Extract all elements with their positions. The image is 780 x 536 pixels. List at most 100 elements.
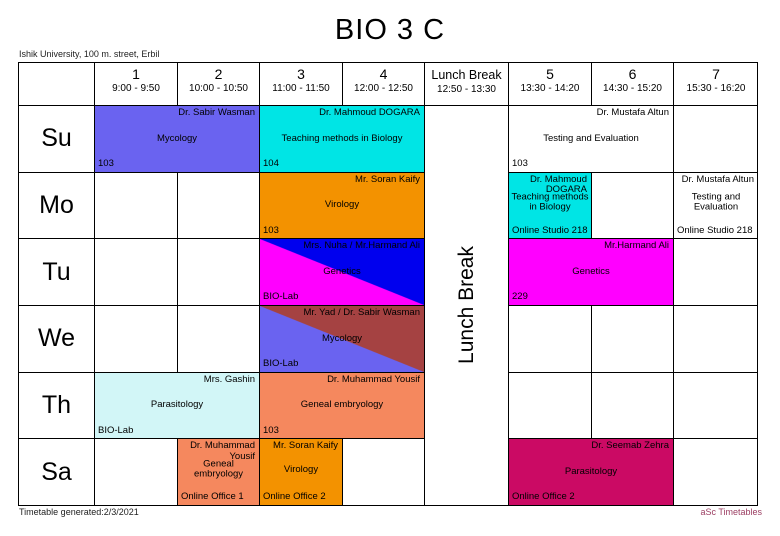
- period-header-6: 6 14:30 - 15:20: [591, 62, 673, 105]
- lesson-subject: Genetics: [323, 265, 361, 277]
- lesson-teacher: Dr. Sabir Wasman: [178, 107, 255, 118]
- empty-cell: [673, 238, 758, 305]
- empty-cell: [177, 171, 259, 239]
- lesson-teacher: Mr. Soran Kaify: [273, 440, 338, 452]
- lesson-mo-virology: Mr. Soran Kaify Virology 103: [259, 171, 424, 239]
- empty-cell: [591, 371, 673, 439]
- lesson-subject: Testing and Evaluation: [691, 191, 741, 213]
- lesson-sa-embryology: Dr. Muhammad Yousif Geneal embryology On…: [177, 438, 259, 505]
- period-time: 15:30 - 16:20: [686, 83, 746, 94]
- period-number: 2: [214, 66, 223, 82]
- lesson-room: 103: [512, 158, 528, 170]
- lunch-break-vertical-label: Lunch Break: [454, 246, 478, 365]
- empty-cell: [673, 105, 758, 172]
- lesson-subject: Parasitology: [564, 465, 618, 477]
- school-address: Ishik University, 100 m. street, Erbil: [19, 49, 160, 59]
- period-time: 12:50 - 13:30: [437, 84, 496, 95]
- lesson-teacher: Dr. Mahmoud DOGARA: [529, 173, 587, 196]
- lesson-subject: Geneal embryology: [300, 399, 384, 411]
- lesson-subject: Teaching methods in Biology: [281, 132, 403, 144]
- empty-cell: [673, 304, 758, 372]
- lesson-subject: Virology: [283, 463, 319, 475]
- lesson-room: 103: [98, 158, 114, 170]
- empty-cell: [94, 438, 177, 505]
- lesson-room: 104: [263, 158, 279, 170]
- lesson-subject: Teaching methods in Biology: [511, 191, 589, 213]
- day-label-mo: Mo: [18, 171, 94, 239]
- lesson-teacher: Mr.Harmand Ali: [604, 240, 669, 252]
- lesson-subject: Geneal embryology: [193, 458, 244, 480]
- lunch-break-header: Lunch Break 12:50 - 13:30: [424, 62, 508, 105]
- lesson-room: Online Studio 218: [677, 224, 753, 236]
- asc-timetables-brand: aSc Timetables: [700, 507, 762, 517]
- lesson-subject: Parasitology: [150, 399, 204, 411]
- empty-cell: [94, 171, 177, 239]
- empty-cell: [94, 238, 177, 305]
- lesson-su-mycology: Dr. Sabir Wasman Mycology 103: [94, 105, 259, 172]
- day-label-tu: Tu: [18, 238, 94, 305]
- generated-timestamp: Timetable generated:2/3/2021: [19, 507, 139, 517]
- lesson-mo-teaching-methods: Dr. Mahmoud DOGARA Teaching methods in B…: [508, 171, 591, 239]
- period-time: 13:30 - 14:20: [520, 83, 580, 94]
- lesson-mo-testing-evaluation: Dr. Mustafa Altun Testing and Evaluation…: [673, 171, 758, 239]
- period-number: 4: [379, 66, 388, 82]
- period-number: 5: [546, 66, 554, 82]
- lesson-room: BIO-Lab: [98, 424, 134, 436]
- lesson-teacher: Dr. Seemab Zehra: [591, 440, 669, 452]
- lunch-break-column: Lunch Break: [424, 105, 508, 505]
- lesson-tu-genetics: Mr.Harmand Ali Genetics 229: [508, 238, 673, 305]
- day-label-su: Su: [18, 105, 94, 172]
- corner-cell: [18, 62, 94, 105]
- day-label-th: Th: [18, 371, 94, 439]
- period-header-5: 5 13:30 - 14:20: [508, 62, 591, 105]
- page-title: BIO 3 C: [334, 14, 446, 46]
- lesson-th-parasitology: Mrs. Gashin Parasitology BIO-Lab: [94, 371, 259, 439]
- lesson-subject: Genetics: [572, 265, 610, 277]
- lesson-room: 103: [263, 424, 279, 436]
- period-number: 7: [712, 66, 720, 82]
- lesson-room: 229: [512, 291, 528, 303]
- lesson-teacher: Mrs. Nuha / Mr.Harmand Ali: [303, 240, 420, 252]
- lesson-su-testing-evaluation: Dr. Mustafa Altun Testing and Evaluation…: [508, 105, 673, 172]
- empty-cell: [591, 304, 673, 372]
- empty-cell: [94, 304, 177, 372]
- lesson-teacher: Dr. Muhammad Yousif: [327, 373, 420, 385]
- period-time: 12:00 - 12:50: [354, 83, 413, 94]
- lesson-teacher: Dr. Mustafa Altun: [596, 107, 669, 118]
- period-time: 9:00 - 9:50: [112, 83, 160, 94]
- lesson-room: BIO-Lab: [263, 291, 299, 303]
- empty-cell: [673, 438, 758, 505]
- lesson-we-mycology-lab: Mr. Yad / Dr. Sabir Wasman Mycology BIO-…: [259, 304, 424, 372]
- period-number: 3: [297, 66, 305, 82]
- lesson-teacher: Dr. Mahmoud DOGARA: [319, 107, 420, 118]
- lunch-break-label: Lunch Break: [431, 68, 502, 82]
- period-header-4: 4 12:00 - 12:50: [342, 62, 424, 105]
- lesson-tu-genetics-lab: Mrs. Nuha / Mr.Harmand Ali Genetics BIO-…: [259, 238, 424, 305]
- lesson-teacher: Dr. Mustafa Altun: [681, 173, 754, 185]
- empty-cell: [673, 371, 758, 439]
- lesson-room: BIO-Lab: [263, 358, 299, 370]
- period-number: 6: [628, 66, 637, 82]
- lesson-room: Online Studio 218: [512, 224, 588, 236]
- lesson-sa-parasitology: Dr. Seemab Zehra Parasitology Online Off…: [508, 438, 673, 505]
- period-header-2: 2 10:00 - 10:50: [177, 62, 259, 105]
- lesson-teacher: Mr. Yad / Dr. Sabir Wasman: [303, 306, 420, 318]
- empty-cell: [177, 304, 259, 372]
- empty-cell: [342, 438, 424, 505]
- lesson-teacher: Mrs. Gashin: [203, 373, 255, 385]
- day-label-sa: Sa: [18, 438, 94, 505]
- lesson-subject: Mycology: [321, 332, 363, 344]
- empty-cell: [508, 371, 591, 439]
- day-label-we: We: [18, 304, 94, 372]
- lesson-su-teaching-methods: Dr. Mahmoud DOGARA Teaching methods in B…: [259, 105, 424, 172]
- period-header-1: 1 9:00 - 9:50: [94, 62, 177, 105]
- lesson-room: Online Office 2: [263, 491, 326, 503]
- period-time: 14:30 - 15:20: [603, 83, 662, 94]
- period-header-3: 3 11:00 - 11:50: [259, 62, 342, 105]
- lesson-th-embryology: Dr. Muhammad Yousif Geneal embryology 10…: [259, 371, 424, 439]
- period-header-7: 7 15:30 - 16:20: [673, 62, 758, 105]
- lesson-subject: Testing and Evaluation: [543, 132, 639, 144]
- lesson-teacher: Mr. Soran Kaify: [355, 173, 420, 185]
- empty-cell: [508, 304, 591, 372]
